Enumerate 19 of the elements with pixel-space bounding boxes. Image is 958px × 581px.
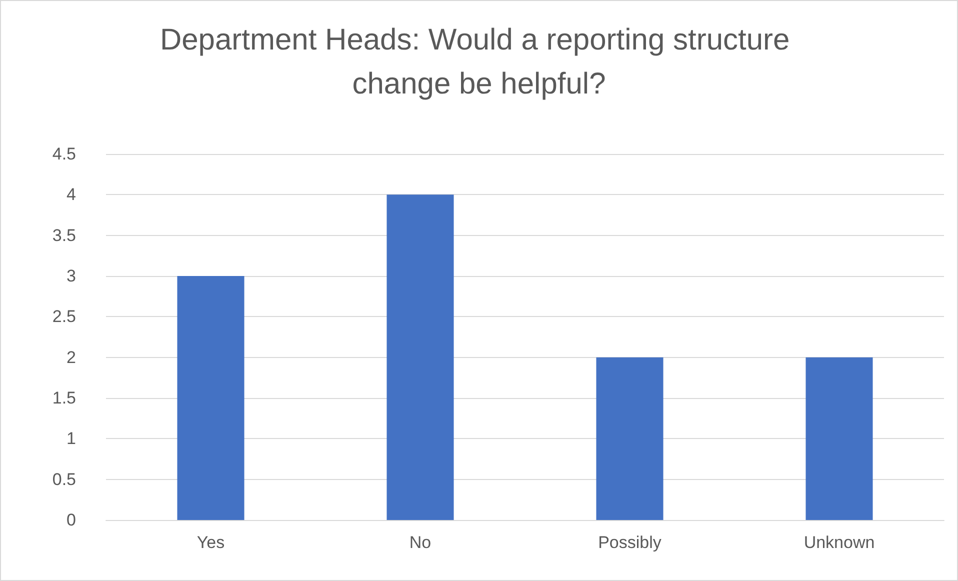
x-tick-label: Possibly (598, 533, 662, 552)
y-tick-label: 2 (66, 348, 76, 367)
y-tick-label: 3.5 (52, 226, 76, 245)
bar (177, 276, 244, 520)
y-tick-label: 3 (66, 266, 76, 286)
bar (596, 357, 664, 520)
y-tick-label: 1 (66, 429, 76, 448)
bar (806, 357, 873, 520)
x-tick-label: Yes (196, 533, 225, 552)
bar (386, 194, 454, 520)
chart-title: Department Heads: Would a reporting structure change be helpful? (160, 24, 798, 100)
y-tick-label: 1.5 (52, 388, 76, 408)
y-tick-label: 2.5 (52, 307, 76, 326)
x-tick-label: Unknown (804, 533, 875, 552)
y-tick-label: 0 (66, 510, 76, 530)
y-tick-label: 4 (66, 185, 76, 204)
x-tick-label: No (409, 533, 432, 552)
y-tick-label: 4.5 (52, 144, 76, 164)
y-tick-label: 0.5 (52, 470, 76, 489)
